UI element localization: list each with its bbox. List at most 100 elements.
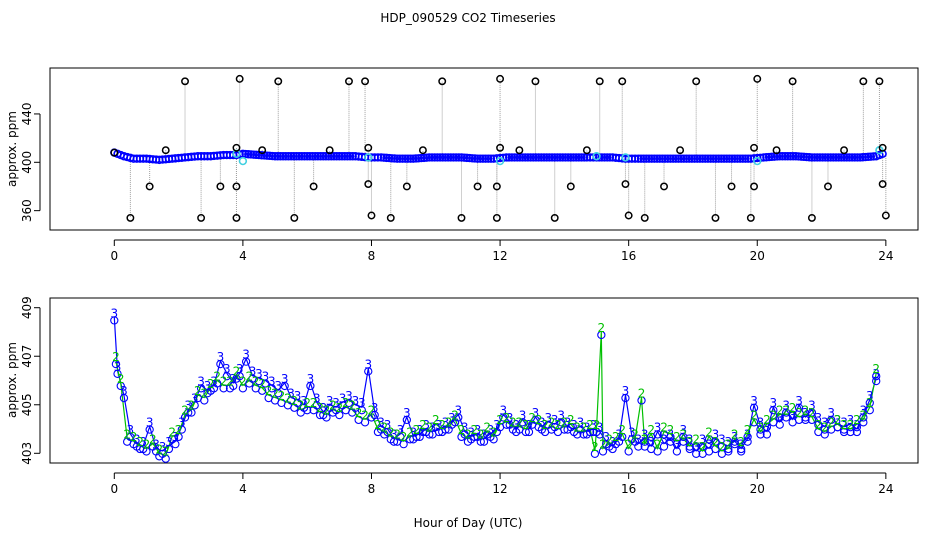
series-circle-marker [647,432,656,442]
series-circle-marker [724,447,733,456]
continuous-point [810,153,819,162]
continuous-point [682,154,691,163]
series-digit-marker: 2 [233,365,241,379]
series-digit-marker: 2 [271,386,279,400]
continuous-point [574,153,584,162]
series-digit-marker: 2 [445,416,453,430]
continuous-point [273,152,282,161]
series-digit-marker: 2 [200,386,208,400]
continuous-point [842,153,851,162]
series-digit-marker: 3 [242,348,250,362]
continuous-point [738,154,747,163]
series-circle-marker [846,427,855,437]
continuous-point [454,153,464,162]
series-digit-marker: 3 [345,389,353,403]
continuous-point [711,154,721,163]
continuous-point [679,154,689,163]
series-circle-marker [624,447,633,456]
continuous-point [660,154,670,163]
series-digit-marker: 2 [355,406,363,420]
series-digit-marker: 3 [705,437,713,451]
series-digit-marker: 2 [606,433,614,447]
series-digit-marker: 3 [866,389,874,403]
continuous-point [671,154,681,163]
series-digit-marker: 3 [731,430,739,444]
series-digit-marker: 3 [146,416,154,430]
series-circle-marker [499,413,508,422]
series-digit-marker: 3 [589,418,597,432]
series-digit-marker: 2 [381,420,389,434]
series-digit-marker: 3 [821,416,829,430]
panel-top-x-axis: 0 4 8 12 16 20 24 [110,239,893,263]
outlier-point [364,180,373,189]
continuous-point [294,152,304,161]
series-digit-marker: 3 [448,411,456,425]
panel-top-outlier-points [110,74,890,222]
continuous-point [647,154,656,163]
series-digit-marker: 2 [737,435,745,449]
series-circle-marker [775,413,784,422]
continuous-point [281,152,290,161]
continuous-point [600,153,609,162]
series-digit-marker: 2 [834,413,842,427]
series-digit-marker: 3 [673,437,681,451]
panel-top-ylabel: approx. ppm [5,111,19,187]
continuous-point [547,153,557,162]
series-circle-marker [450,418,460,427]
series-digit-marker: 2 [348,399,356,413]
series-digit-marker: 3 [139,435,147,449]
series-circle-marker [859,413,868,422]
continuous-point [709,154,718,163]
series-circle-marker [794,403,804,412]
continuous-point [850,153,859,162]
series-digit-marker: 2 [686,435,694,449]
series-circle-marker [820,430,829,439]
continuous-point [815,153,825,162]
continuous-point [451,153,461,162]
continuous-point [345,152,355,161]
series-digit-marker: 2 [541,418,549,432]
continuous-point [395,154,405,163]
outlier-point [496,143,505,152]
series-digit-marker: 2 [393,428,401,442]
continuous-point [542,153,551,162]
series-digit-marker: 2 [323,403,331,417]
series-digit-marker: 2 [155,442,163,456]
series-circle-marker [364,367,373,376]
series-circle-marker [425,430,434,439]
series-circle-marker [344,398,354,408]
y-tick-label: 400 [20,151,34,174]
series-circle-marker [267,384,276,393]
x-axis-label: Hour of Day (UTC) [414,516,523,530]
x-tick-label: 16 [621,249,636,263]
series-digit-marker: 3 [647,435,655,449]
series-digit-marker: 3 [326,394,334,408]
series-circle-marker [412,432,421,442]
series-digit-marker: 3 [390,428,398,442]
series-digit-marker: 2 [188,399,196,413]
series-digit-marker: 3 [872,367,880,381]
series-digit-marker: 2 [162,445,170,459]
continuous-point [663,154,672,163]
series-circle-marker [110,316,119,325]
continuous-point [441,153,450,162]
outlier-point [878,180,887,189]
series-circle-marker [508,425,518,434]
series-digit-marker: 3 [364,357,372,371]
series-digit-marker: 3 [654,420,662,434]
series-circle-marker [833,423,842,432]
continuous-point [270,152,280,161]
outlier-point [750,182,758,191]
series-digit-marker: 3 [519,408,527,422]
series-digit-marker: 3 [300,394,308,408]
series-digit-marker: 2 [278,389,286,403]
series-digit-marker: 2 [419,418,427,432]
series-digit-marker: 3 [827,406,835,420]
outlier-point [582,146,591,155]
continuous-point [435,153,445,162]
series-circle-marker [213,379,222,388]
series-digit-marker: 2 [673,430,681,444]
series-circle-marker [756,430,765,439]
series-digit-marker: 2 [522,418,530,432]
